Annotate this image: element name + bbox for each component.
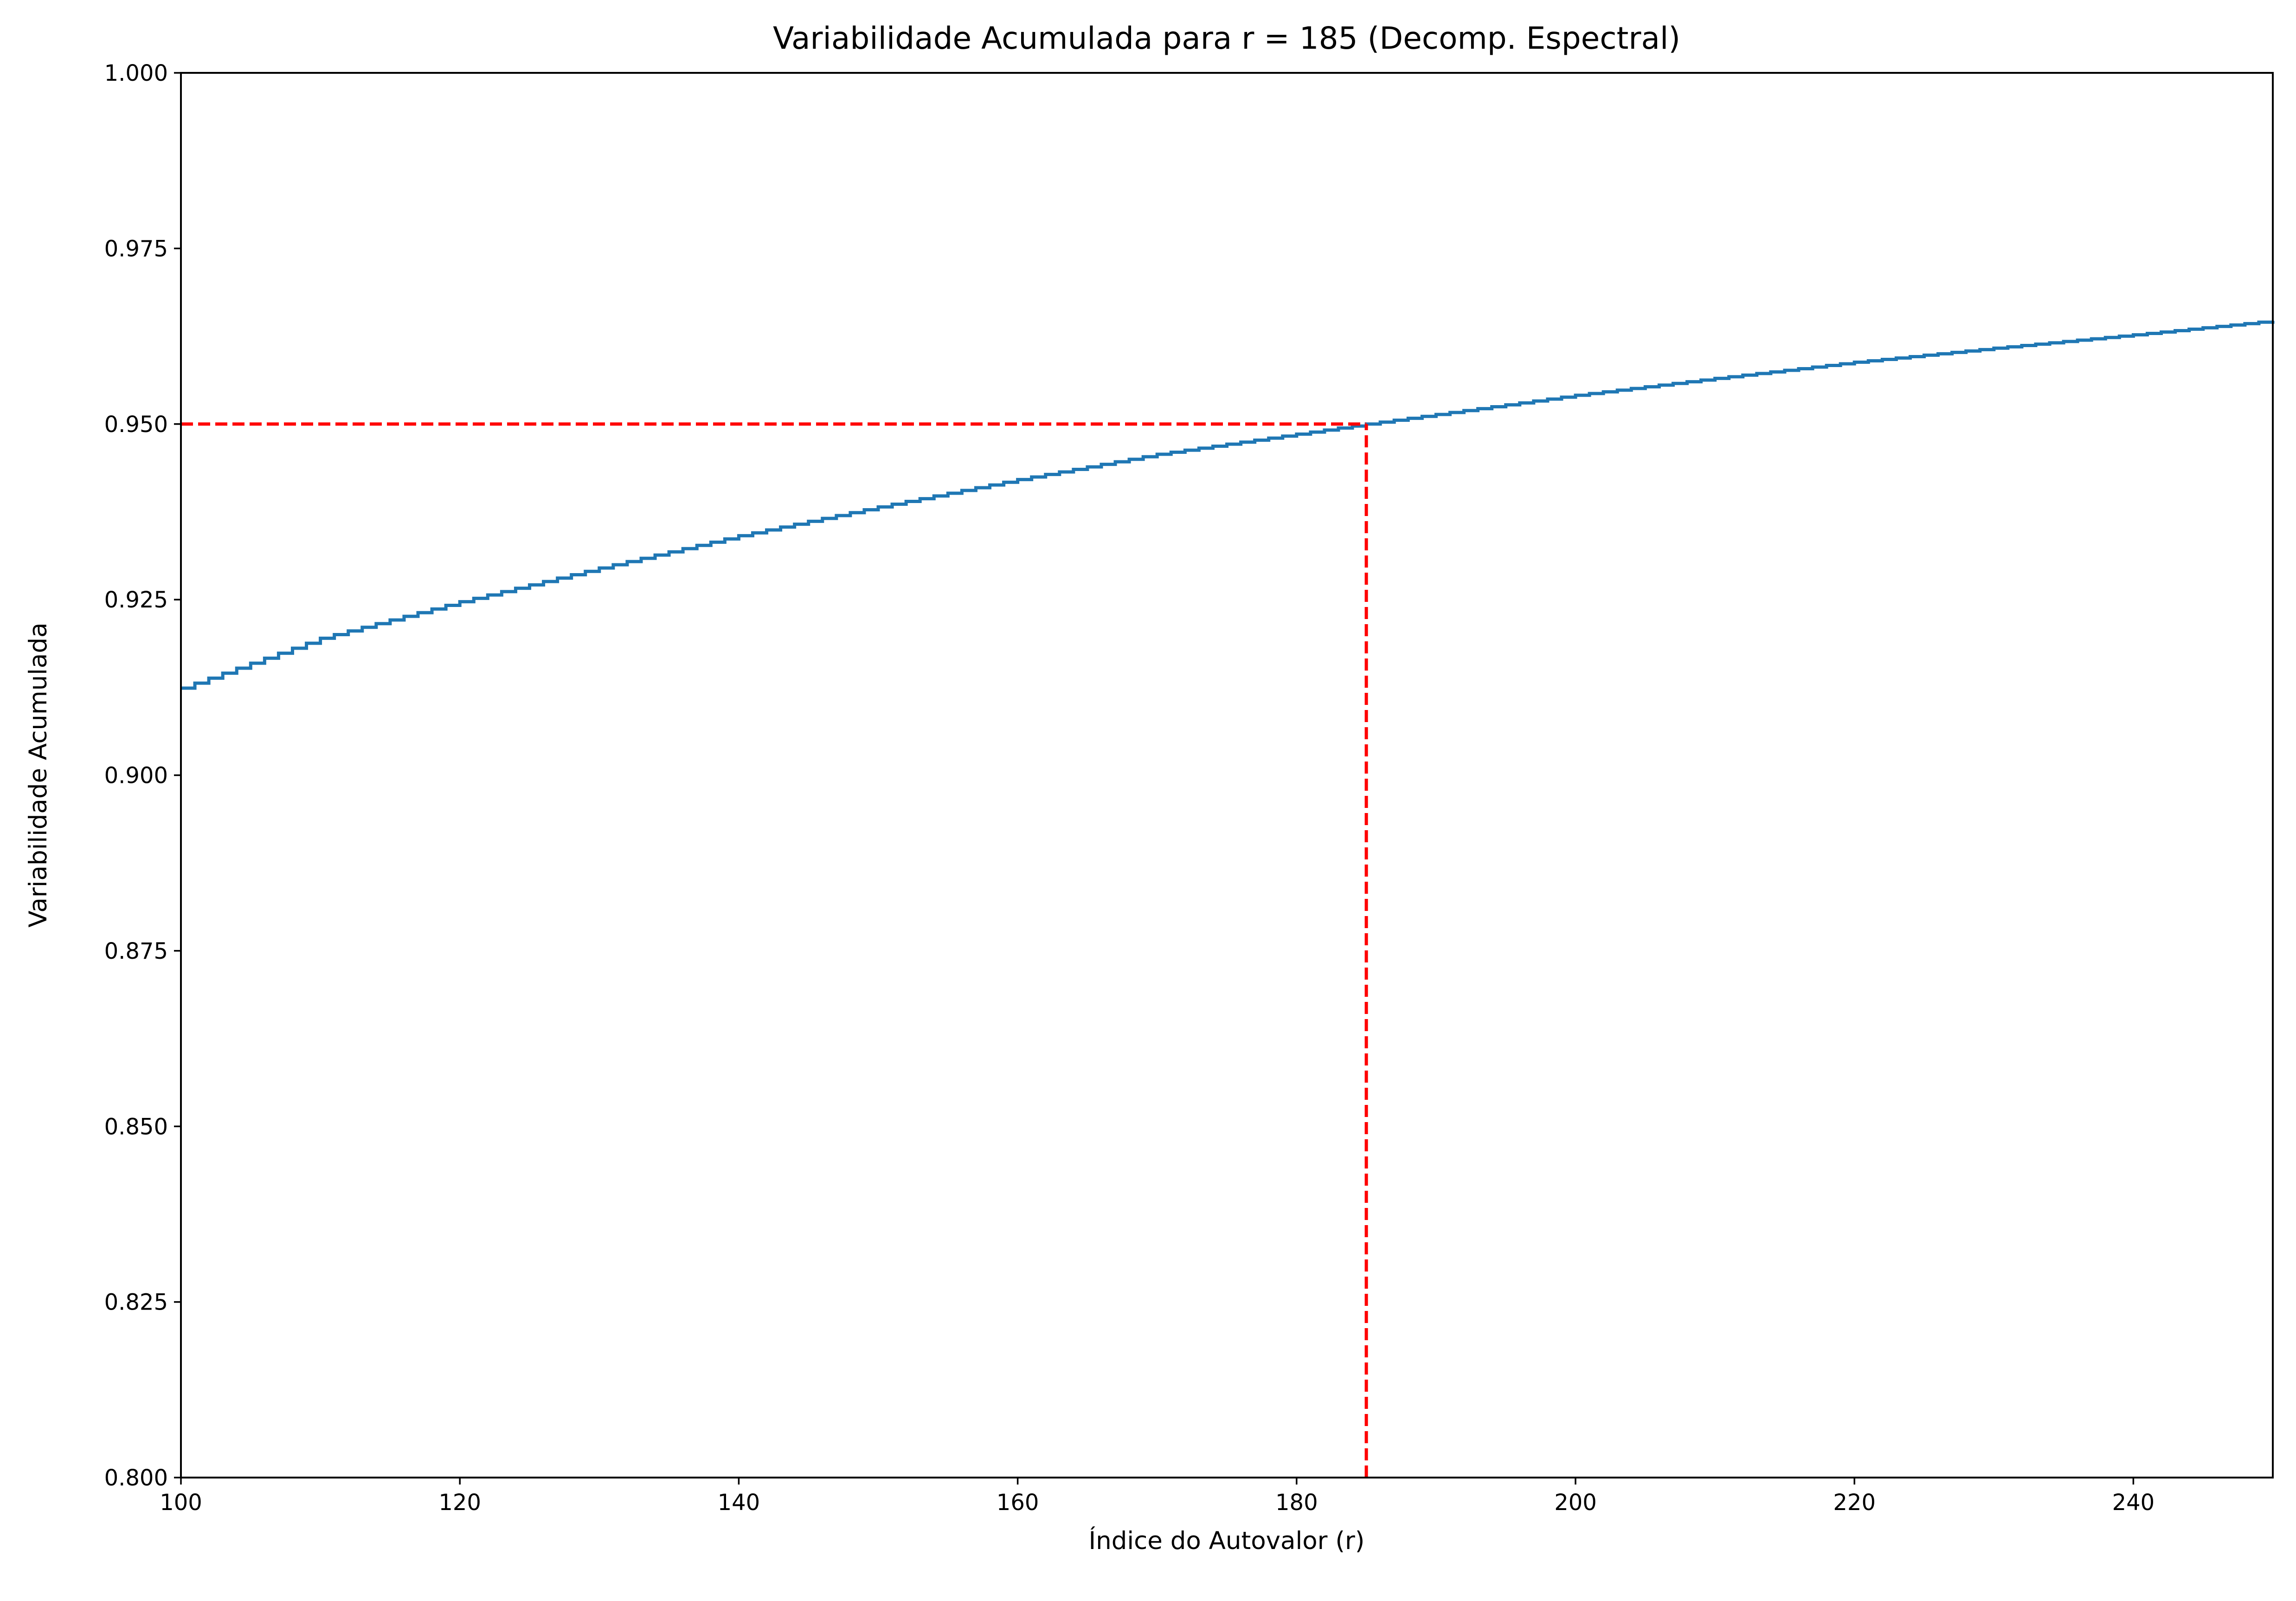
y-axis-title: Variabilidade Acumulada bbox=[24, 622, 52, 927]
y-tick-label: 0.925 bbox=[104, 587, 168, 613]
y-tick-label: 0.900 bbox=[104, 763, 168, 789]
x-axis-title: Índice do Autovalor (r) bbox=[1089, 1526, 1365, 1555]
x-axis-ticks: 100 120 140 160 180 200 220 240 bbox=[160, 1478, 2155, 1516]
y-tick-label: 1.000 bbox=[104, 60, 168, 86]
y-tick-label: 0.825 bbox=[104, 1290, 168, 1316]
x-tick-label: 220 bbox=[1833, 1490, 1876, 1516]
x-tick-label: 180 bbox=[1275, 1490, 1318, 1516]
x-tick-label: 140 bbox=[718, 1490, 760, 1516]
x-tick-label: 120 bbox=[438, 1490, 481, 1516]
y-tick-label: 0.850 bbox=[104, 1114, 168, 1140]
y-axis-ticks: 0.800 0.825 0.850 0.875 0.900 0.925 0.950 0.975… bbox=[104, 60, 181, 1491]
y-tick-label: 0.875 bbox=[104, 938, 168, 964]
x-tick-label: 100 bbox=[160, 1490, 202, 1516]
plot-lines bbox=[181, 320, 2275, 1478]
x-tick-label: 240 bbox=[2112, 1490, 2155, 1516]
y-tick-label: 0.800 bbox=[104, 1465, 168, 1491]
series-line-0 bbox=[181, 320, 2275, 690]
y-tick-label: 0.950 bbox=[104, 412, 168, 438]
chart-title: Variabilidade Acumulada para r = 185 (De… bbox=[773, 20, 1680, 56]
y-tick-label: 0.975 bbox=[104, 236, 168, 262]
x-tick-label: 200 bbox=[1554, 1490, 1597, 1516]
x-tick-label: 160 bbox=[997, 1490, 1039, 1516]
